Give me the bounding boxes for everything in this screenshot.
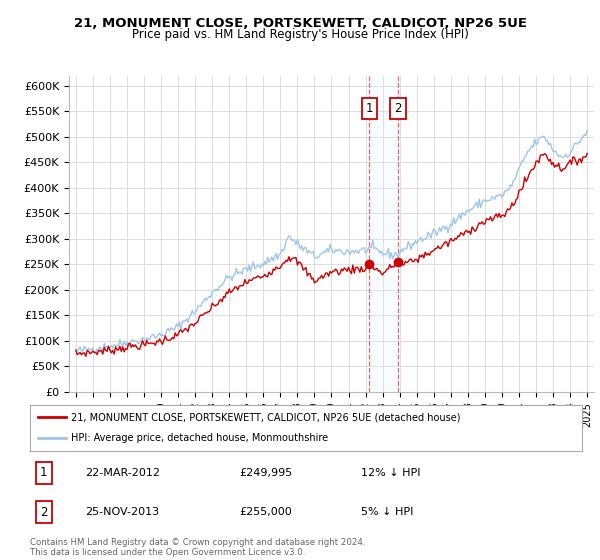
Text: 21, MONUMENT CLOSE, PORTSKEWETT, CALDICOT, NP26 5UE (detached house): 21, MONUMENT CLOSE, PORTSKEWETT, CALDICO…	[71, 412, 461, 422]
Text: Price paid vs. HM Land Registry's House Price Index (HPI): Price paid vs. HM Land Registry's House …	[131, 28, 469, 41]
Text: 1: 1	[40, 466, 47, 479]
Text: 25-NOV-2013: 25-NOV-2013	[85, 507, 160, 517]
Text: 21, MONUMENT CLOSE, PORTSKEWETT, CALDICOT, NP26 5UE: 21, MONUMENT CLOSE, PORTSKEWETT, CALDICO…	[74, 17, 527, 30]
Text: 22-MAR-2012: 22-MAR-2012	[85, 468, 160, 478]
Text: 1: 1	[365, 102, 373, 115]
Text: HPI: Average price, detached house, Monmouthshire: HPI: Average price, detached house, Monm…	[71, 433, 329, 444]
Text: 2: 2	[394, 102, 402, 115]
Text: 2: 2	[40, 506, 47, 519]
Text: 12% ↓ HPI: 12% ↓ HPI	[361, 468, 421, 478]
Bar	[370, 76, 398, 392]
Text: Contains HM Land Registry data © Crown copyright and database right 2024.
This d: Contains HM Land Registry data © Crown c…	[30, 538, 365, 557]
Text: £249,995: £249,995	[240, 468, 293, 478]
Text: 5% ↓ HPI: 5% ↓ HPI	[361, 507, 413, 517]
Text: £255,000: £255,000	[240, 507, 293, 517]
